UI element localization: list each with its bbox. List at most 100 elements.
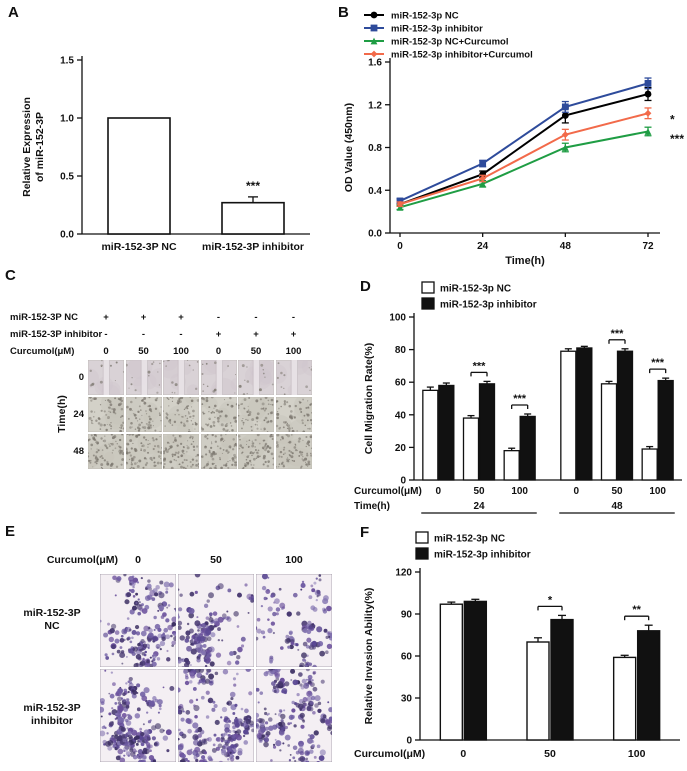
svg-text:0.0: 0.0	[60, 230, 74, 241]
panel-E-label: E	[5, 523, 16, 540]
c-wound-image-t0-col2	[125, 360, 162, 395]
c-wound-image-t0-col4	[200, 360, 237, 395]
c-header-value: -	[291, 312, 296, 323]
svg-text:miR-152-3p inhibitor+Curcumol: miR-152-3p inhibitor+Curcumol	[391, 50, 533, 61]
svg-text:0: 0	[406, 736, 412, 747]
c-wound-image-t24-col4	[200, 397, 237, 432]
panel-C-label: C	[5, 267, 16, 284]
svg-text:20: 20	[395, 443, 407, 454]
svg-text:48: 48	[560, 241, 572, 252]
svg-text:miR-152-3p NC+Curcumol: miR-152-3p NC+Curcumol	[391, 37, 508, 48]
c-wound-image-t24-col1	[88, 397, 124, 432]
c-header-label: Curcumol(μM)	[10, 346, 75, 357]
c-header-value: 0	[103, 346, 109, 357]
svg-text:60: 60	[395, 378, 407, 389]
svg-text:***: ***	[473, 360, 487, 372]
svg-text:***: ***	[670, 132, 684, 146]
c-header-value: 100	[173, 346, 189, 357]
e-row-label: NC	[44, 619, 60, 632]
svg-text:Relative Expression: Relative Expression	[21, 97, 33, 197]
c-header-value: +	[290, 329, 297, 340]
svg-text:120: 120	[395, 568, 412, 579]
svg-text:1.2: 1.2	[368, 100, 382, 111]
line-chart-od-value: miR-152-3p NC miR-152-3p inhibitor miR-152…	[343, 11, 684, 268]
c-wound-image-t48-col5	[238, 434, 274, 469]
svg-text:30: 30	[401, 694, 413, 705]
svg-text:100: 100	[649, 486, 666, 497]
panel-D: miR-152-3p NC miR-152-3p inhibitor 0 20 40 60…	[352, 272, 687, 520]
svg-text:0.4: 0.4	[368, 186, 382, 197]
e-invasion-image-row2-col3	[256, 669, 332, 762]
c-wound-image-t0-col5	[238, 360, 274, 395]
svg-text:1.6: 1.6	[368, 58, 382, 69]
c-wound-image-t48-col4	[200, 434, 237, 469]
svg-text:0.8: 0.8	[368, 143, 382, 154]
svg-text:**: **	[632, 604, 641, 616]
panel-D-label: D	[360, 278, 371, 295]
c-wound-image-t24-col6	[275, 397, 312, 432]
svg-text:Cell Migration Rate(%): Cell Migration Rate(%)	[363, 343, 375, 454]
c-header-label: miR-152-3P inhibitor	[10, 329, 103, 340]
svg-text:1.5: 1.5	[60, 56, 74, 67]
svg-text:0: 0	[574, 486, 580, 497]
e-curcumol-value: 100	[285, 554, 303, 566]
svg-text:of miR-152-3P: of miR-152-3P	[34, 112, 46, 182]
svg-text:*: *	[670, 113, 675, 127]
svg-text:0.5: 0.5	[60, 172, 74, 183]
svg-text:24: 24	[473, 501, 485, 512]
c-header-value: 0	[215, 346, 222, 357]
c-time-value: 0	[78, 371, 84, 383]
c-header-value: -	[104, 329, 108, 340]
svg-text:0: 0	[460, 748, 466, 760]
svg-text:miR-152-3p NC: miR-152-3p NC	[434, 534, 505, 545]
c-wound-image-t0-col3	[163, 360, 199, 395]
e-curcumol-value: 0	[135, 554, 141, 566]
svg-text:24: 24	[477, 241, 489, 252]
c-time-value: 24	[73, 408, 84, 420]
c-header-value: -	[254, 312, 258, 323]
svg-text:Time(h): Time(h)	[505, 255, 545, 267]
svg-text:50: 50	[544, 748, 556, 760]
e-row-label: inhibitor	[31, 714, 73, 727]
svg-text:90: 90	[401, 610, 413, 621]
svg-text:***: ***	[246, 179, 260, 193]
svg-text:*: *	[548, 594, 553, 606]
c-header-value: +	[140, 312, 147, 323]
svg-text:100: 100	[511, 486, 528, 497]
c-wound-image-t0-col6	[275, 360, 312, 395]
c-header-label: miR-152-3P NC	[10, 312, 78, 323]
panel-F-label: F	[360, 524, 370, 541]
c-header-value: +	[178, 312, 184, 323]
c-header-value: 50	[250, 346, 262, 357]
e-invasion-image-row2-col1	[100, 669, 176, 762]
panel-F: miR-152-3p NC miR-152-3p inhibitor 0 30 60 90…	[352, 520, 687, 771]
svg-text:miR-152-3P inhibitor: miR-152-3P inhibitor	[202, 241, 304, 253]
svg-text:0.0: 0.0	[368, 229, 382, 240]
c-wound-image-t24-col2	[125, 397, 162, 432]
svg-text:50: 50	[611, 486, 623, 497]
c-header-value: 50	[138, 346, 149, 357]
e-row-label: miR-152-3P	[23, 701, 81, 714]
svg-text:miR-152-3p inhibitor: miR-152-3p inhibitor	[434, 550, 531, 561]
svg-text:miR-152-3p inhibitor: miR-152-3p inhibitor	[440, 300, 537, 311]
svg-text:100: 100	[389, 313, 406, 324]
svg-text:miR-152-3p NC: miR-152-3p NC	[440, 284, 511, 295]
svg-text:***: ***	[651, 357, 665, 369]
grouped-bar-chart-invasion-ability: miR-152-3p NC miR-152-3p inhibitor 0 30 60 90…	[354, 531, 680, 760]
svg-text:Curcumol(μM): Curcumol(μM)	[354, 748, 425, 760]
svg-text:80: 80	[395, 345, 407, 356]
c-wound-image-t0-col1	[88, 360, 124, 395]
svg-text:***: ***	[513, 393, 527, 405]
svg-text:48: 48	[611, 501, 623, 512]
panel-A-label: A	[8, 4, 19, 21]
svg-text:miR-152-3P NC: miR-152-3P NC	[101, 241, 177, 253]
c-header-value: -	[141, 329, 146, 340]
c-wound-image-t48-col6	[275, 434, 312, 469]
svg-text:***: ***	[611, 328, 625, 340]
c-time-value: 48	[73, 445, 84, 457]
svg-text:Curcumol(μM): Curcumol(μM)	[354, 486, 422, 497]
c-header-value: -	[179, 329, 183, 340]
svg-text:0: 0	[436, 486, 442, 497]
svg-text:miR-152-3p inhibitor: miR-152-3p inhibitor	[391, 24, 483, 35]
